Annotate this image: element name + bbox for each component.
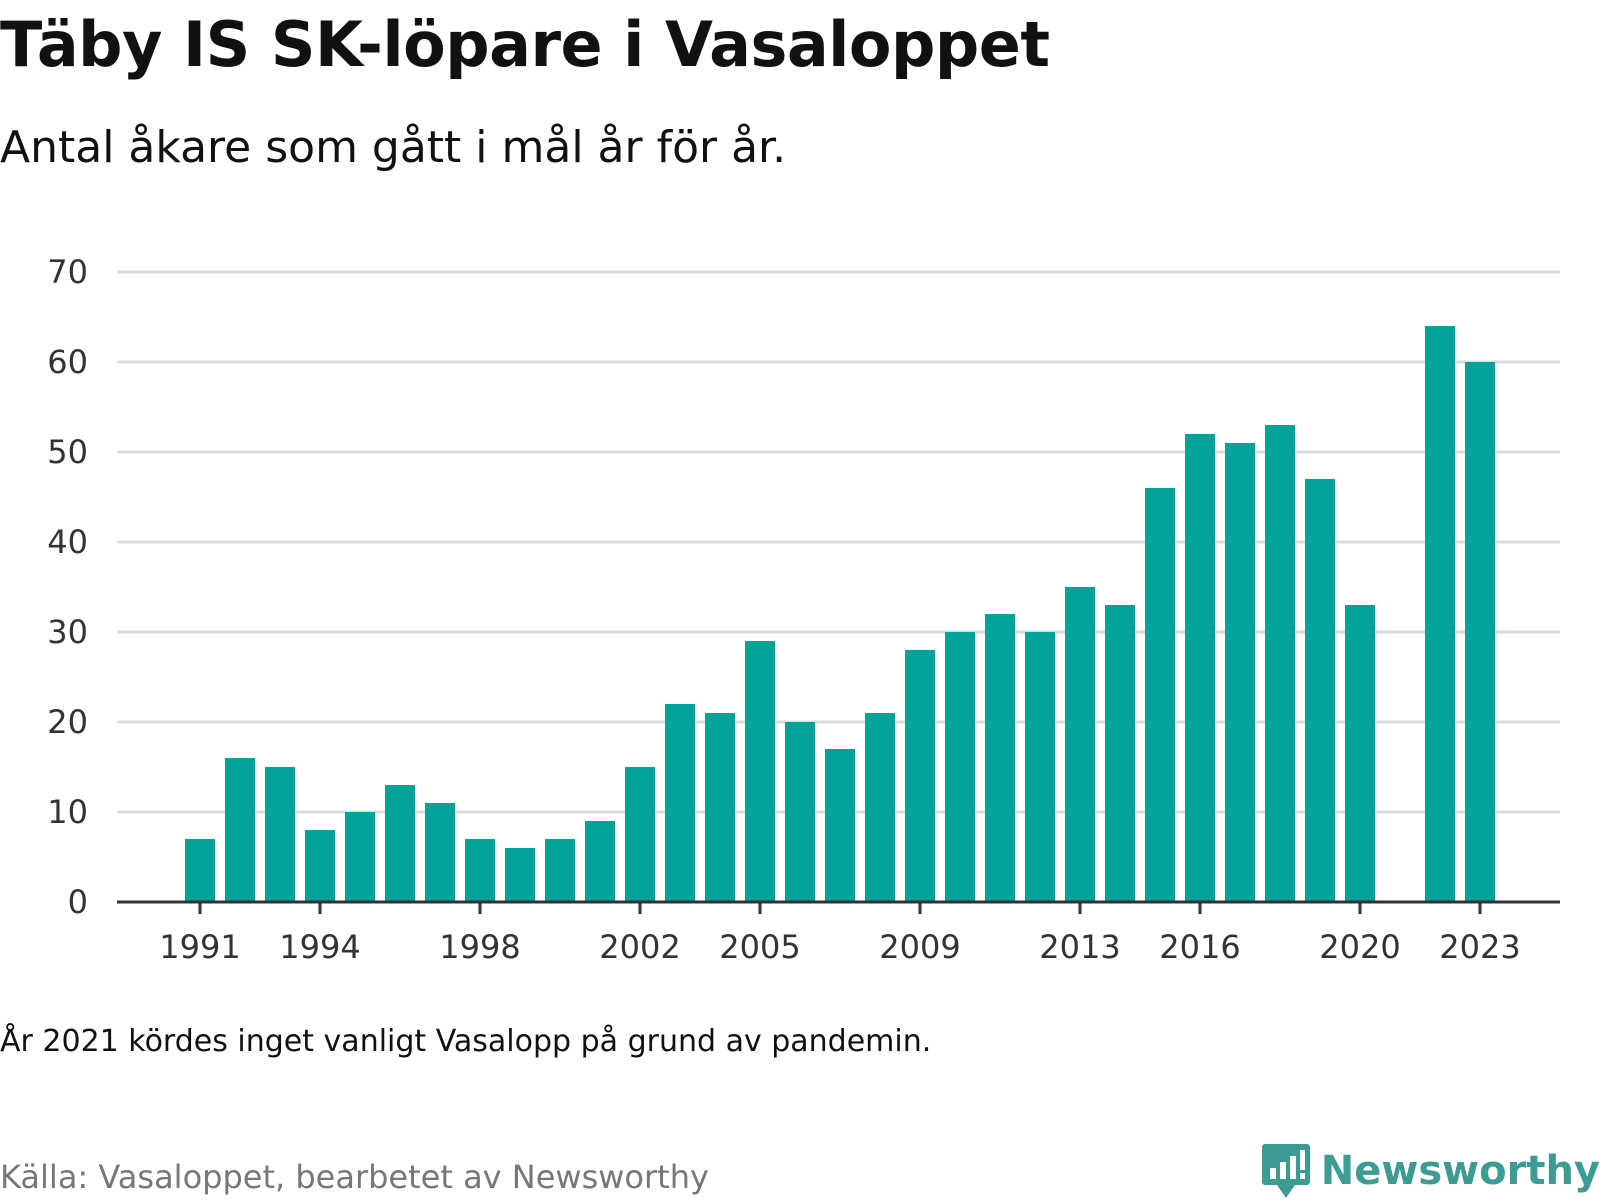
bar-2013 [1065,587,1095,902]
x-axis: 1991 1994 1998 2002 2005 2009 2013 2016 2020 2023 [117,900,1560,966]
bar-2009 [905,650,935,902]
bar-1996 [385,785,415,902]
brand-name: Newsworthy [1320,1148,1600,1194]
bar-2001 [585,821,615,902]
y-tick-label: 50 [47,433,88,471]
bar-2006 [785,722,815,902]
bar-1994 [305,830,335,902]
bars [185,326,1495,902]
x-tick-label: 1998 [439,928,520,966]
bar-2023 [1465,362,1495,902]
bar-2000 [545,839,575,902]
y-tick-label: 0 [68,883,88,921]
gridlines [117,270,1560,814]
bar-1993 [265,767,295,902]
footnote: År 2021 kördes inget vanligt Vasalopp på… [0,1024,932,1059]
bar-2004 [705,713,735,902]
bar-2020 [1345,605,1375,902]
y-tick-label: 30 [47,613,88,651]
y-tick-label: 40 [47,523,88,561]
bar-chart: 0 10 20 30 40 50 60 70 1991 1994 1998 2002 2005 2009… [47,253,1560,966]
x-tick-label: 2023 [1439,928,1520,966]
chart-subtitle: Antal åkare som gått i mål år för år. [0,122,787,173]
source-text: Källa: Vasaloppet, bearbetet av Newswort… [0,1158,709,1196]
bar-1991 [185,839,215,902]
x-tick-label: 2013 [1039,928,1120,966]
y-tick-label: 10 [47,793,88,831]
y-tick-label: 70 [47,253,88,291]
bar-1998 [465,839,495,902]
bar-2011 [985,614,1015,902]
bar-2014 [1105,605,1135,902]
x-tick-label: 2009 [879,928,960,966]
bar-2007 [825,749,855,902]
x-tick-label: 2002 [599,928,680,966]
bar-2017 [1225,443,1255,902]
y-tick-label: 60 [47,343,88,381]
x-tick-label: 2020 [1319,928,1400,966]
x-tick-label: 1991 [159,928,240,966]
bar-2010 [945,632,975,902]
bar-2019 [1305,479,1335,902]
bar-2012 [1025,632,1055,902]
bar-2003 [665,704,695,902]
newsworthy-logo-icon [1261,1144,1310,1198]
y-axis-ticks: 0 10 20 30 40 50 60 70 [47,253,88,921]
x-tick-label: 2016 [1159,928,1240,966]
y-tick-label: 20 [47,703,88,741]
bar-2016 [1185,434,1215,902]
x-tick-label: 1994 [279,928,360,966]
bar-2018 [1265,425,1295,902]
bar-2015 [1145,488,1175,902]
bar-2002 [625,767,655,902]
bar-1997 [425,803,455,902]
x-tick-label: 2005 [719,928,800,966]
bar-2005 [745,641,775,902]
bar-1995 [345,812,375,902]
bar-2008 [865,713,895,902]
chart-title: Täby IS SK-löpare i Vasaloppet [0,8,1050,81]
bar-1992 [225,758,255,902]
brand-logo: Newsworthy [1261,1142,1600,1200]
bar-1999 [505,848,535,902]
bar-2022 [1425,326,1455,902]
